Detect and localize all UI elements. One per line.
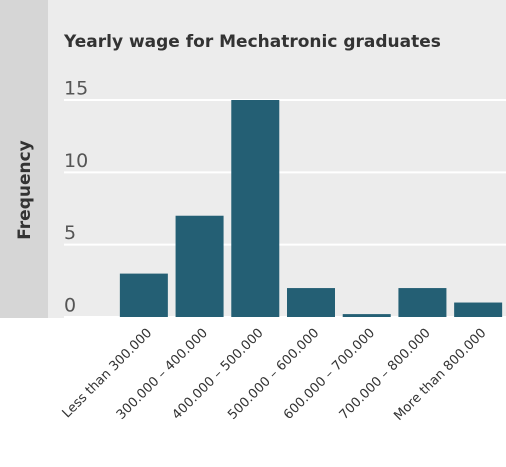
axis-strip bbox=[0, 0, 48, 318]
y-tick-label: 15 bbox=[64, 78, 88, 100]
bar bbox=[287, 288, 335, 317]
x-tick-label: 500.000 – 600.000 bbox=[225, 326, 322, 423]
chart-title: Yearly wage for Mechatronic graduates bbox=[63, 32, 441, 52]
x-tick-label: 700.000 – 800.000 bbox=[337, 326, 434, 423]
x-tick-label: 600.000 – 700.000 bbox=[281, 326, 378, 423]
bar bbox=[119, 273, 168, 317]
bar bbox=[175, 215, 224, 317]
bar bbox=[454, 302, 503, 317]
x-tick-label: Less than 300.000 bbox=[60, 326, 156, 422]
bar bbox=[231, 100, 280, 317]
x-tick-label: 300.000 – 400.000 bbox=[114, 326, 211, 423]
bar bbox=[398, 288, 447, 317]
x-tick-label: More than 800.000 bbox=[391, 326, 489, 424]
bar bbox=[342, 314, 391, 317]
y-axis-label: Frequency bbox=[15, 140, 35, 240]
x-tick-label: 400.000 – 500.000 bbox=[170, 326, 267, 423]
y-tick-label: 5 bbox=[64, 222, 76, 244]
y-tick-label: 0 bbox=[64, 295, 76, 317]
y-tick-label: 10 bbox=[64, 150, 88, 172]
